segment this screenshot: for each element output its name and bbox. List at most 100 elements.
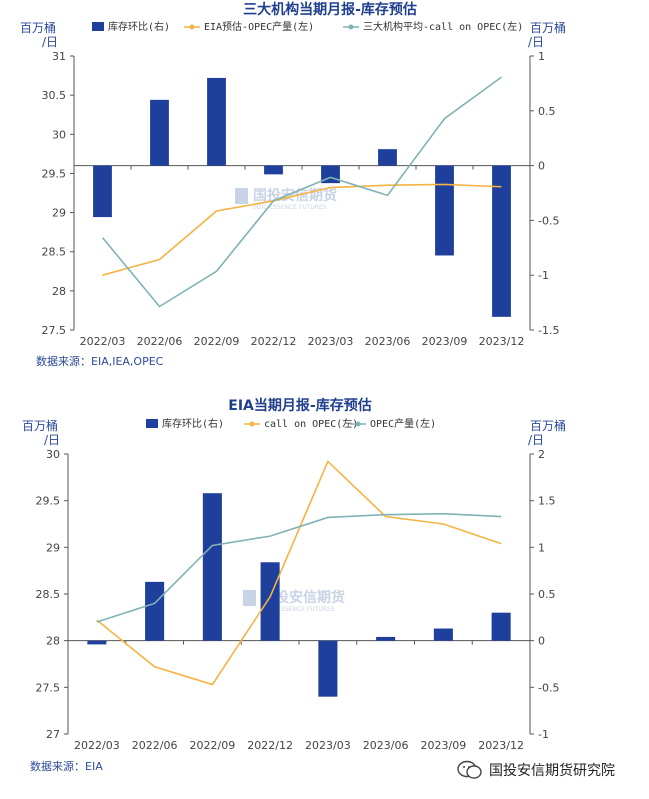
legend-marker — [355, 421, 361, 427]
x-tick-label: 2023/09 — [422, 335, 468, 348]
left-tick-label: 29.5 — [36, 495, 61, 508]
right-tick-label: 1.5 — [538, 495, 556, 508]
left-tick-label: 28 — [52, 285, 66, 298]
legend: 库存环比(右) call on OPEC(左) OPEC产量(左) — [146, 417, 436, 430]
left-tick-label: 27.5 — [36, 681, 61, 694]
left-tick-label: 28.5 — [42, 246, 67, 259]
legend-swatch — [146, 419, 158, 428]
right-axis-unit-line2: /日 — [528, 433, 544, 447]
bar — [87, 640, 107, 645]
right-tick-label: 0.5 — [538, 105, 556, 118]
legend-item: call on OPEC(左) — [244, 417, 358, 430]
x-tick-label: 2022/09 — [194, 335, 240, 348]
chart-inventory-three-agencies: 三大机构当期月报-库存预估 百万桶 /日 百万桶 /日 库存环比(右) EIA预估… — [20, 1, 566, 368]
x-tick-label: 2023/09 — [421, 739, 467, 752]
x-tick-label: 2022/06 — [137, 335, 183, 348]
right-tick-label: -0.5 — [538, 681, 559, 694]
right-tick-label: 2 — [538, 448, 545, 461]
legend-item: OPEC产量(左) — [350, 417, 436, 430]
data-source: 数据来源：EIA — [30, 759, 103, 773]
bar — [492, 165, 511, 317]
chart-title: EIA当期月报-库存预估 — [228, 397, 371, 414]
chart-inventory-eia: EIA当期月报-库存预估 百万桶 /日 百万桶 /日 库存环比(右) call o… — [22, 397, 566, 773]
bar — [435, 165, 454, 256]
bar — [264, 165, 283, 175]
legend-item: EIA预估-OPEC产量(左) — [184, 20, 314, 33]
plot-area: 31 30.5 30 29.5 29 28.5 28 27.5 1 0.5 0 -0.5 -1 -1.5 2… — [42, 50, 560, 348]
x-tick-label: 2022/09 — [190, 739, 236, 752]
series-line — [101, 76, 502, 308]
right-tick-label: -1.5 — [538, 324, 559, 337]
left-tick-label: 29 — [52, 207, 66, 220]
right-tick-label: -0.5 — [538, 214, 559, 227]
legend-label: 库存环比(右) — [108, 20, 170, 33]
legend-marker — [249, 421, 255, 427]
bar — [150, 99, 169, 166]
bar — [378, 149, 397, 166]
x-tick-label: 2022/06 — [132, 739, 178, 752]
x-tick-label: 2022/03 — [80, 335, 126, 348]
left-tick-label: 30.5 — [42, 89, 67, 102]
legend-marker — [189, 24, 195, 30]
left-tick-label: 27.5 — [42, 324, 67, 337]
left-tick-label: 28 — [46, 635, 60, 648]
legend-item: 三大机构平均-call on OPEC(左) — [343, 20, 523, 33]
watermark-logo-icon — [235, 188, 248, 204]
x-tick-label: 2023/03 — [305, 739, 351, 752]
data-source: 数据来源：EIA,IEA,OPEC — [36, 354, 164, 368]
x-tick-label: 2023/03 — [308, 335, 354, 348]
right-tick-label: -1 — [538, 728, 549, 741]
left-axis-unit-line1: 百万桶 — [22, 418, 58, 433]
x-tick-label: 2023/12 — [478, 739, 524, 752]
bar — [376, 636, 396, 641]
x-tick-label: 2023/06 — [363, 739, 409, 752]
left-tick-label: 30 — [52, 128, 66, 141]
x-tick-label: 2022/03 — [74, 739, 120, 752]
chart-title: 三大机构当期月报-库存预估 — [243, 1, 417, 18]
watermark-sub: SDIC ESSENCE FUTURES — [253, 204, 327, 211]
bar — [207, 77, 226, 166]
series-line — [96, 460, 502, 686]
legend-label: EIA预估-OPEC产量(左) — [204, 20, 314, 33]
wechat-icon — [457, 760, 482, 779]
bar — [202, 493, 222, 641]
left-tick-label: 28.5 — [36, 588, 61, 601]
legend-item: 库存环比(右) — [92, 20, 170, 33]
series-line — [102, 183, 502, 276]
watermark-name: 国投安信期货 — [261, 589, 345, 606]
right-axis-unit-line2: /日 — [528, 35, 544, 49]
watermark-logo-icon — [243, 590, 256, 606]
bar — [433, 628, 453, 641]
bar — [318, 640, 338, 697]
x-tick-label: 2022/12 — [247, 739, 293, 752]
series-line — [96, 512, 502, 623]
left-axis-unit-line2: /日 — [42, 35, 58, 49]
bar — [260, 562, 280, 641]
plot-area: 30 29.5 29 28.5 28 27.5 27 2 1.5 1 0.5 0 -0.5 -1 2022/… — [36, 448, 560, 752]
bar — [145, 581, 165, 641]
legend-item: 库存环比(右) — [146, 417, 224, 430]
watermark: 国投安信期货 SDIC ESSENCE FUTURES — [235, 187, 337, 211]
left-tick-label: 27 — [46, 728, 60, 741]
legend-label: call on OPEC(左) — [264, 417, 358, 430]
legend: 库存环比(右) EIA预估-OPEC产量(左) 三大机构平均-call on OPE… — [92, 20, 523, 33]
right-tick-label: 1 — [538, 541, 545, 554]
x-tick-label: 2023/12 — [479, 335, 525, 348]
x-tick-label: 2022/12 — [251, 335, 297, 348]
right-tick-label: 0.5 — [538, 588, 556, 601]
brand-footer: 国投安信期货研究院 — [457, 760, 615, 780]
watermark-sub: SDIC ESSENCE FUTURES — [261, 606, 335, 613]
left-tick-label: 29 — [46, 541, 60, 554]
legend-label: OPEC产量(左) — [370, 417, 436, 430]
brand-name: 国投安信期货研究院 — [489, 763, 615, 779]
right-axis-unit-line1: 百万桶 — [530, 418, 566, 433]
right-tick-label: 1 — [538, 50, 545, 63]
bar — [93, 165, 112, 218]
left-axis-unit-line1: 百万桶 — [20, 20, 56, 35]
legend-marker — [348, 24, 354, 30]
x-tick-label: 2023/06 — [365, 335, 411, 348]
left-tick-label: 31 — [52, 50, 66, 63]
right-tick-label: -1 — [538, 269, 549, 282]
left-axis-unit-line2: /日 — [44, 433, 60, 447]
legend-label: 三大机构平均-call on OPEC(左) — [363, 20, 523, 33]
